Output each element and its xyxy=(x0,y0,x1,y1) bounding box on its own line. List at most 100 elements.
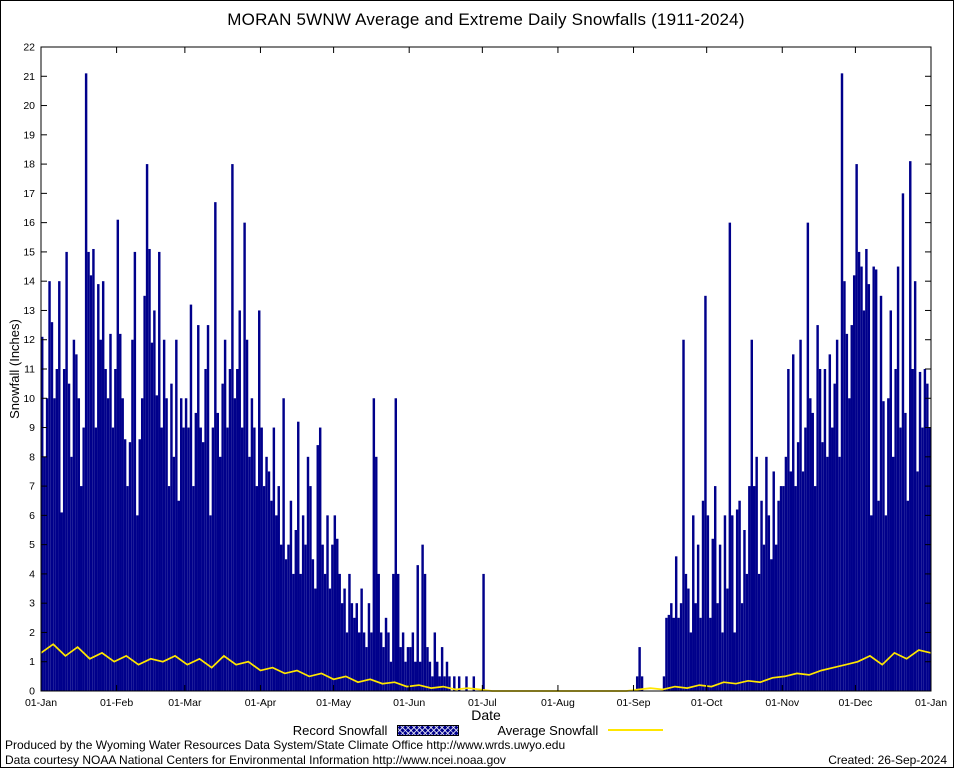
record-bar xyxy=(314,588,317,691)
record-bar xyxy=(153,310,156,691)
record-bar xyxy=(433,632,437,691)
record-bar xyxy=(465,676,468,691)
record-bar xyxy=(128,442,132,691)
record-bar xyxy=(172,456,176,691)
record-bar xyxy=(689,632,693,691)
x-tick-label: 01-Feb xyxy=(100,697,133,709)
record-bar xyxy=(384,617,388,691)
average-line xyxy=(40,643,932,692)
record-bar xyxy=(750,339,753,691)
record-bar xyxy=(365,647,368,691)
record-bar xyxy=(704,295,707,691)
record-bar xyxy=(748,486,751,691)
record-bar xyxy=(97,284,100,691)
x-tick-label: 01-Mar xyxy=(168,697,202,709)
record-bar xyxy=(250,398,254,691)
record-bar xyxy=(262,486,266,691)
record-bar xyxy=(831,427,834,691)
record-bar xyxy=(294,530,298,691)
record-bar xyxy=(735,509,739,691)
x-tick-label: 01-Jun xyxy=(393,697,425,709)
record-bar xyxy=(80,486,83,691)
record-bar xyxy=(321,544,324,691)
record-bar xyxy=(913,281,917,691)
record-bar xyxy=(753,486,756,691)
record-bar xyxy=(877,500,880,691)
record-bar xyxy=(182,427,185,691)
record-snowfall-swatch xyxy=(397,724,460,736)
record-bar xyxy=(765,456,768,691)
record-bar xyxy=(70,456,73,691)
record-bar xyxy=(711,538,714,691)
record-bar xyxy=(860,266,863,691)
record-bar xyxy=(284,559,288,691)
record-bar xyxy=(221,383,224,691)
record-bar xyxy=(684,573,688,691)
record-bar xyxy=(275,515,278,691)
record-bar xyxy=(343,588,346,691)
record-bar xyxy=(833,383,836,691)
record-bar xyxy=(904,412,907,691)
record-bar xyxy=(223,339,227,691)
footer-data-courtesy: Data courtesy NOAA National Centers for … xyxy=(5,753,506,767)
record-bar xyxy=(696,544,700,691)
record-bar xyxy=(397,573,400,691)
record-bar xyxy=(140,398,144,691)
record-bar xyxy=(682,339,685,691)
record-bar xyxy=(389,661,393,691)
record-bar xyxy=(662,676,666,691)
record-bar xyxy=(635,676,639,691)
record-bar xyxy=(214,202,217,691)
record-bar xyxy=(821,442,824,691)
record-bar xyxy=(928,427,931,691)
record-bar xyxy=(367,603,371,691)
record-bar xyxy=(445,661,449,691)
record-bar xyxy=(338,573,341,691)
record-bar xyxy=(889,310,892,691)
record-bar xyxy=(792,354,795,691)
record-bar xyxy=(738,500,741,691)
record-bar xyxy=(158,251,161,691)
record-bar xyxy=(297,421,300,691)
record-bar xyxy=(789,471,793,691)
record-bar xyxy=(301,515,305,691)
record-bar xyxy=(82,427,85,691)
record-bar xyxy=(143,295,146,691)
record-bar xyxy=(872,266,875,691)
record-bar xyxy=(133,251,137,691)
record-bar xyxy=(94,427,98,691)
x-axis-title: Date xyxy=(471,707,501,723)
record-bar xyxy=(201,442,205,691)
record-bar xyxy=(136,515,139,691)
x-tick-label: 01-Dec xyxy=(838,697,872,709)
record-bar xyxy=(326,515,329,691)
record-bar xyxy=(443,676,446,691)
record-bar xyxy=(238,310,241,691)
record-bar xyxy=(160,427,163,691)
record-bar xyxy=(726,588,729,691)
record-bar xyxy=(175,339,178,691)
record-bar xyxy=(674,556,678,691)
y-axis-title: Snowfall (Inches) xyxy=(7,319,22,419)
record-bar xyxy=(87,251,90,691)
record-bar xyxy=(199,427,202,691)
record-bar xyxy=(687,588,690,691)
record-bar xyxy=(891,456,895,691)
record-bar xyxy=(874,269,878,691)
record-bar xyxy=(745,573,749,691)
record-bar xyxy=(101,281,105,691)
record-bar xyxy=(911,369,914,691)
record-bar xyxy=(779,486,783,691)
y-tick-label: 19 xyxy=(23,129,35,141)
record-bar xyxy=(323,573,327,691)
plot-area: 01234567891011121314151617181920212201-J… xyxy=(23,42,947,710)
record-bar xyxy=(109,333,112,691)
record-bar xyxy=(838,456,841,691)
record-bar xyxy=(387,632,390,691)
y-tick-label: 13 xyxy=(23,305,35,317)
record-bar xyxy=(755,456,758,691)
record-bar xyxy=(379,632,383,691)
record-bar xyxy=(796,442,800,691)
record-bar xyxy=(818,369,822,691)
y-tick-label: 22 xyxy=(23,42,35,54)
